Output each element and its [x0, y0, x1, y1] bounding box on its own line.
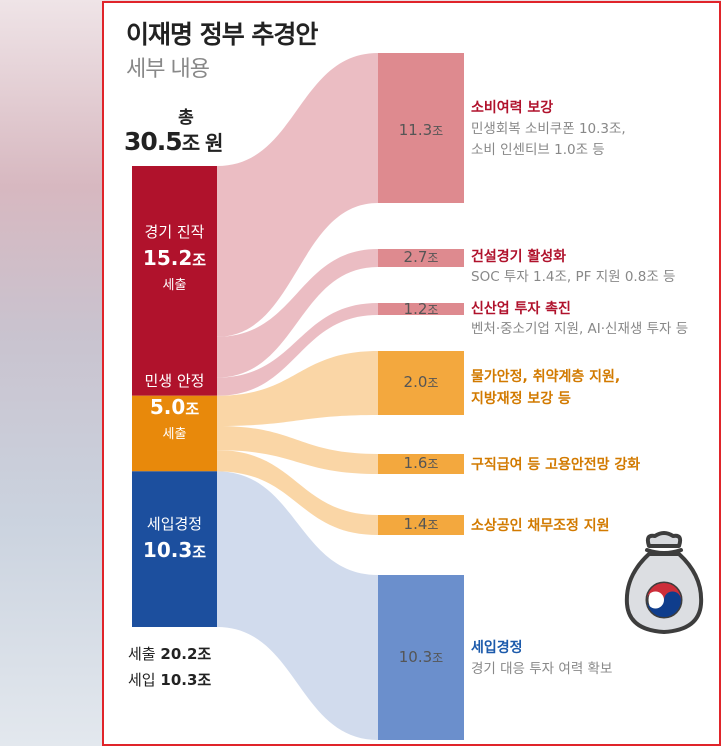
target-value-unit: 조	[427, 303, 439, 317]
money-bag-icon	[624, 531, 704, 634]
sankey-link	[217, 351, 378, 426]
target-value-number: 10.3	[398, 648, 433, 666]
target-desc-7: 경기 대응 투자 여력 확보	[471, 661, 613, 677]
page-title: 이재명 정부 추경안	[126, 20, 318, 49]
total-value: 30.5조 원	[124, 127, 224, 156]
source-value-unit: 조	[192, 543, 207, 561]
target-desc-3: 벤처·중소기업 지원, AI·신재생 투자 등	[471, 321, 689, 337]
target-value-number: 1.6	[403, 454, 428, 472]
sankey-target-node	[378, 515, 464, 535]
sankey-source-node	[132, 166, 217, 396]
total-number: 30.5	[124, 127, 183, 156]
target-value-number: 2.0	[403, 373, 428, 391]
target-value-number: 1.4	[403, 515, 428, 533]
source-value-number: 10.3	[142, 538, 193, 562]
sankey-link	[217, 471, 378, 740]
note-label: 세출	[128, 645, 156, 663]
sankey-target-node	[378, 53, 464, 203]
note-value: 20.2조	[160, 645, 212, 663]
source-label-1: 경기 진작 15.2조 세출	[132, 221, 217, 293]
target-value-6: 1.4조	[378, 515, 464, 533]
sankey-target-node	[378, 351, 464, 415]
target-value-number: 11.3	[398, 121, 433, 139]
target-desc-line: 소비 인센티브 1.0조 등	[471, 142, 605, 158]
background-blur	[0, 0, 104, 746]
page-subtitle: 세부 내용	[126, 57, 210, 82]
target-value-1: 11.3조	[378, 121, 464, 139]
target-desc-1: 민생회복 소비쿠폰 10.3조, 소비 인센티브 1.0조 등	[471, 119, 626, 161]
target-title-2: 건설경기 활성화	[471, 249, 567, 265]
target-title-3: 신산업 투자 촉진	[471, 301, 571, 317]
source-value-number: 5.0	[149, 395, 186, 419]
target-value-number: 1.2	[403, 300, 428, 318]
target-value-7: 10.3조	[378, 648, 464, 666]
source-name: 경기 진작	[144, 223, 205, 241]
source-name: 세입경정	[146, 515, 203, 533]
bottom-note-spending: 세출 20.2조	[128, 643, 211, 664]
sankey-target-node	[378, 575, 464, 740]
note-value: 10.3조	[160, 671, 212, 689]
infographic-frame: 이재명 정부 추경안 세부 내용 총 30.5조 원 경기 진작 15.2조 세…	[102, 1, 721, 746]
note-label: 세입	[128, 671, 156, 689]
sankey-source-node	[132, 395, 217, 472]
target-value-unit: 조	[427, 376, 439, 390]
total-label: 총	[178, 108, 194, 128]
sankey-source-node	[132, 471, 217, 627]
target-title-6: 소상공인 채무조정 지원	[471, 518, 610, 534]
sankey-link	[217, 53, 378, 337]
target-title-4b: 지방재정 보강 등	[471, 391, 571, 407]
target-title-1: 소비여력 보강	[471, 100, 554, 116]
target-value-3: 1.2조	[378, 300, 464, 318]
target-value-unit: 조	[432, 124, 444, 138]
sankey-link	[217, 450, 378, 535]
target-title-5: 구직급여 등 고용안전망 강화	[471, 457, 641, 473]
sankey-link	[217, 303, 378, 396]
target-value-4: 2.0조	[378, 373, 464, 391]
target-value-unit: 조	[427, 457, 439, 471]
source-value-unit: 조	[192, 251, 207, 269]
sankey-link	[217, 249, 378, 378]
source-sub: 세출	[162, 427, 187, 442]
sankey-chart	[132, 53, 464, 740]
source-label-3: 세입경정 10.3조	[132, 513, 217, 562]
bottom-note-revenue: 세입 10.3조	[128, 669, 211, 690]
target-title-7: 세입경정	[471, 640, 523, 656]
sankey-target-node	[378, 249, 464, 267]
target-value-number: 2.7	[403, 248, 428, 266]
source-value-unit: 조	[185, 400, 200, 418]
sankey-link	[217, 425, 378, 474]
source-label-2: 민생 안정 5.0조 세출	[132, 370, 217, 442]
total-unit: 조 원	[181, 131, 224, 155]
source-value-number: 15.2	[142, 246, 193, 270]
source-value: 10.3조	[132, 538, 217, 562]
target-title-4: 물가안정, 취약계층 지원,	[471, 369, 621, 385]
source-name: 민생 안정	[144, 372, 205, 390]
target-value-5: 1.6조	[378, 454, 464, 472]
target-desc-2: SOC 투자 1.4조, PF 지원 0.8조 등	[471, 269, 676, 285]
source-value: 15.2조	[132, 246, 217, 270]
source-value: 5.0조	[132, 395, 217, 419]
sankey-target-node	[378, 454, 464, 474]
source-sub: 세출	[162, 278, 187, 293]
sankey-target-node	[378, 303, 464, 315]
target-value-unit: 조	[427, 518, 439, 532]
target-desc-line: 민생회복 소비쿠폰 10.3조,	[471, 121, 626, 137]
target-value-unit: 조	[427, 251, 439, 265]
target-value-2: 2.7조	[378, 248, 464, 266]
target-value-unit: 조	[432, 651, 444, 665]
